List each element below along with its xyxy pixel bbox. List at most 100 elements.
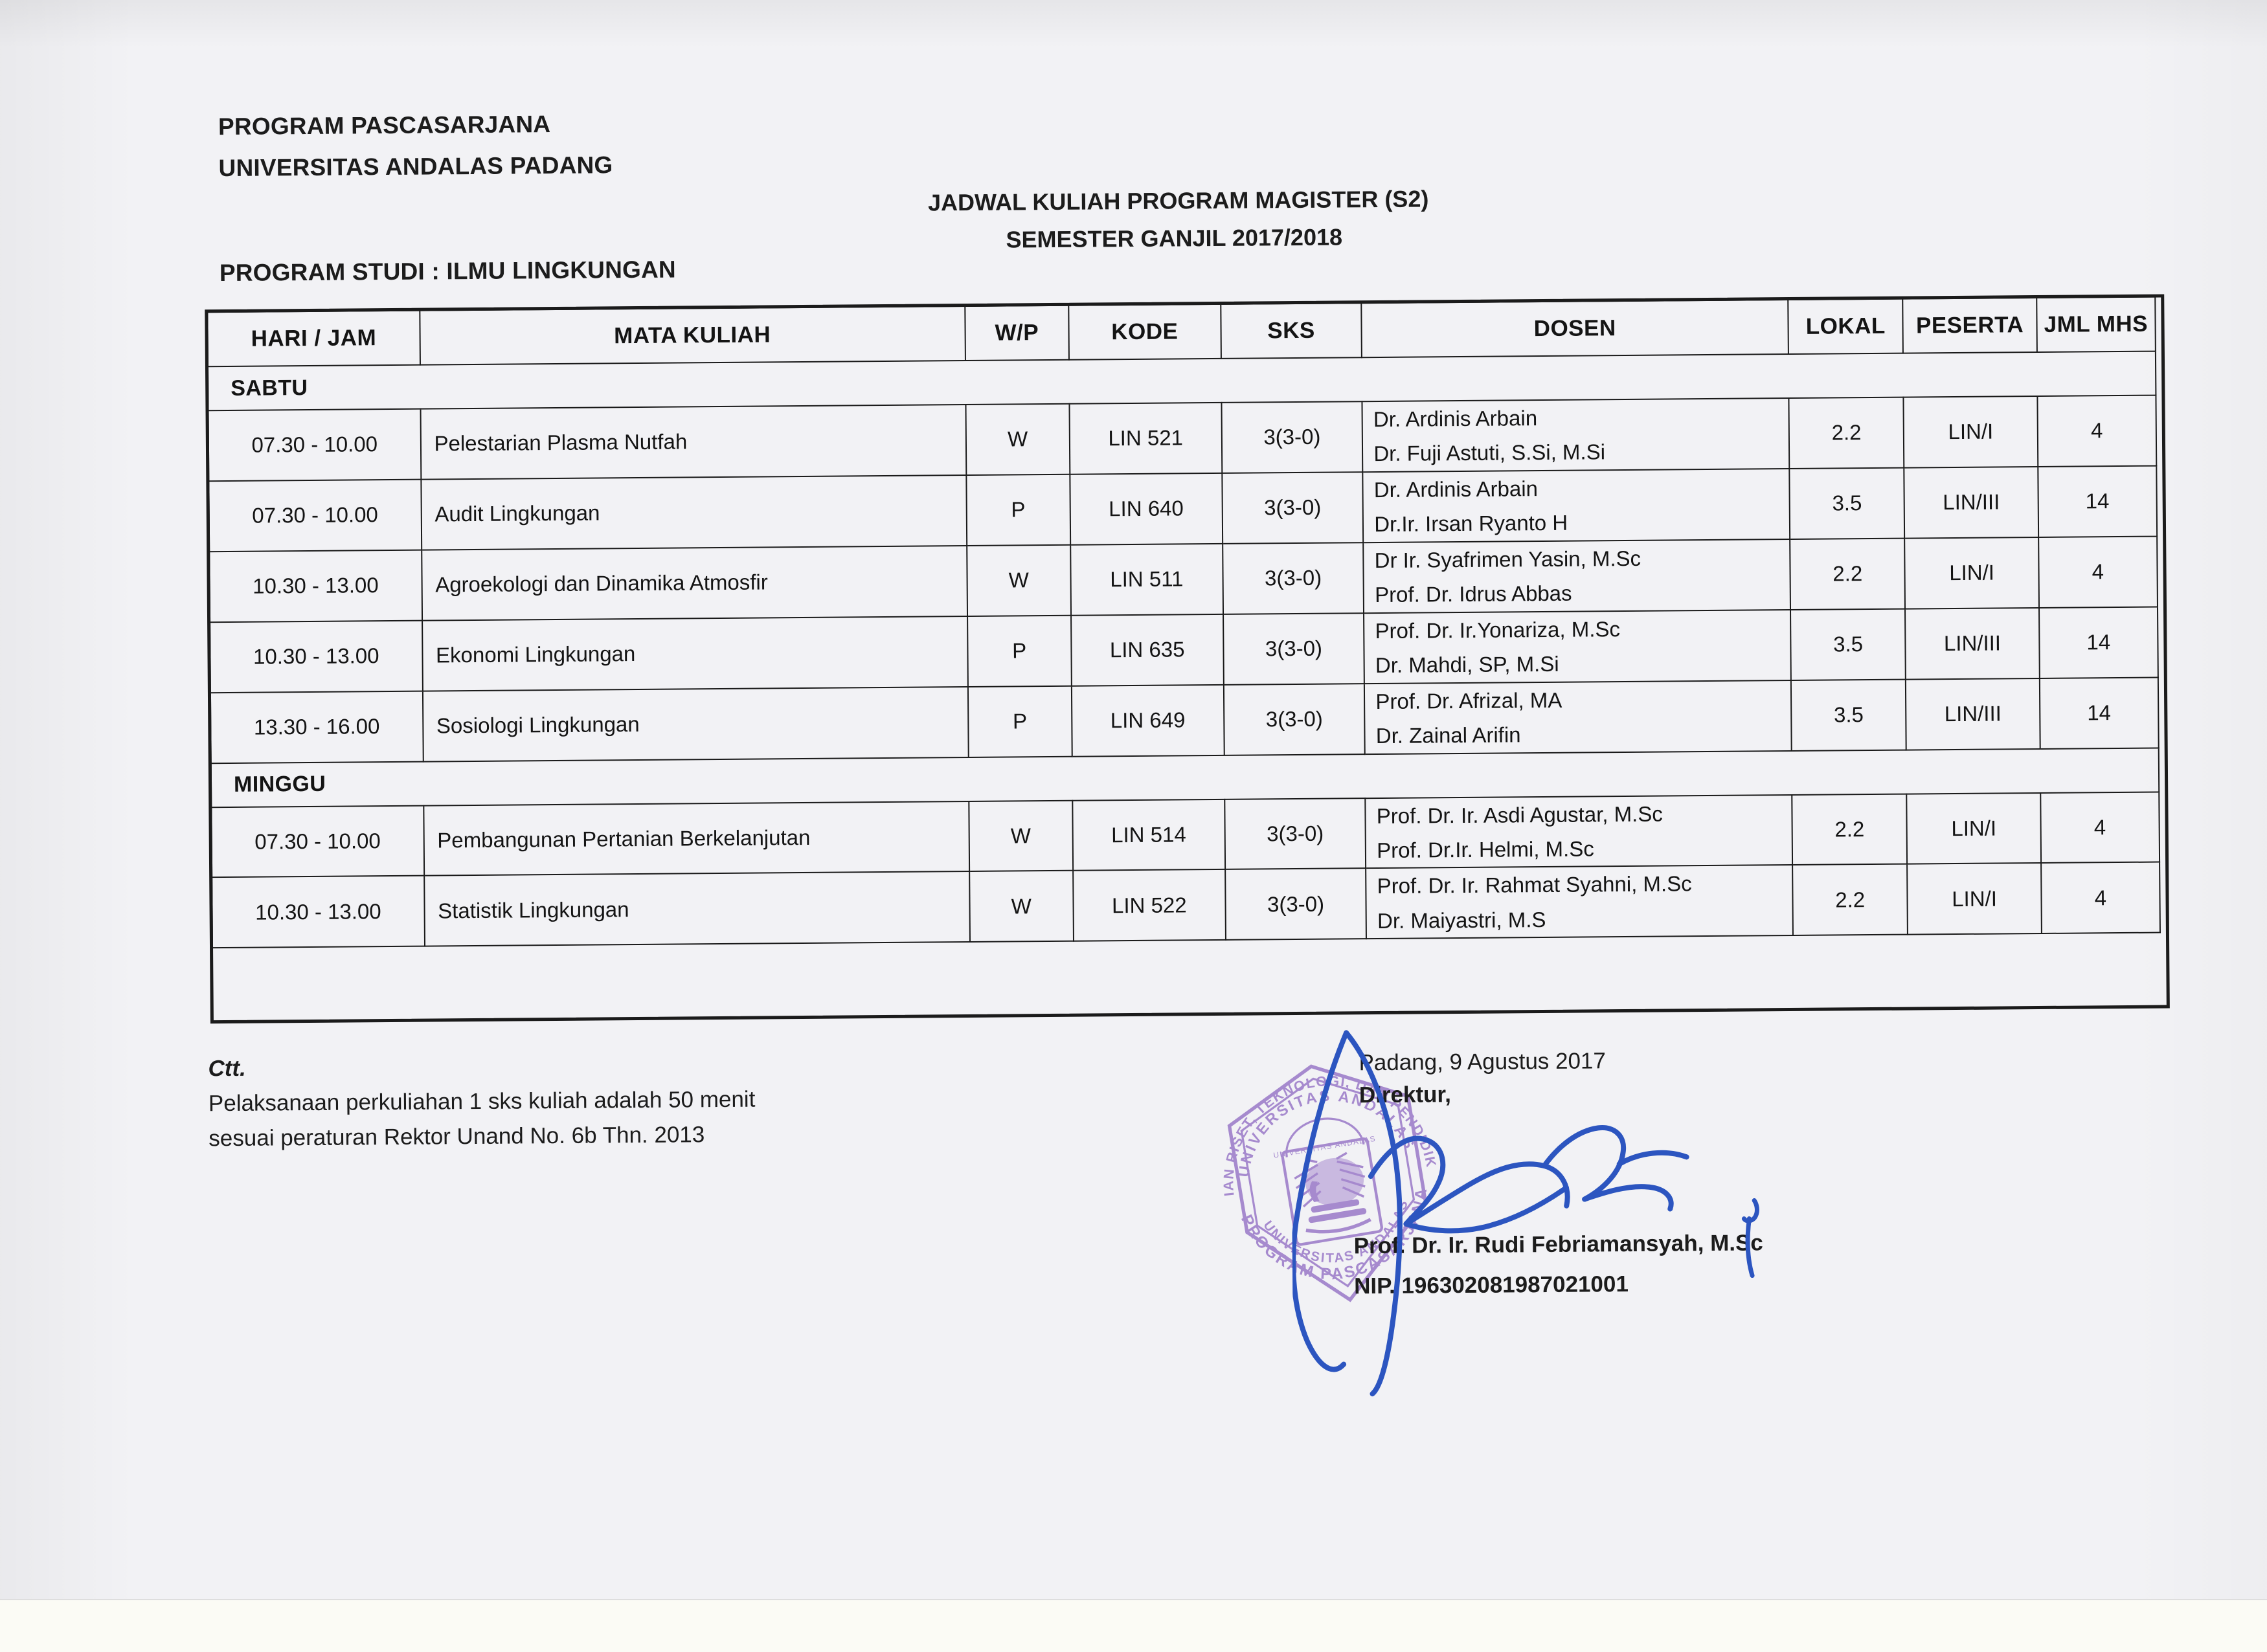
cell-lokal: 2.2 bbox=[1792, 794, 1908, 865]
cell-dosen: Prof. Dr. Ir.Yonariza, M.Sc Dr. Mahdi, SP… bbox=[1364, 609, 1791, 684]
cell-sks: 3(3-0) bbox=[1222, 542, 1364, 614]
cell-dosen: Prof. Dr. Afrizal, MA Dr. Zainal Arifin bbox=[1364, 680, 1792, 754]
cell-jam: 07.30 - 10.00 bbox=[211, 805, 424, 878]
cell-jam: 13.30 - 16.00 bbox=[210, 691, 423, 763]
document-title-line-2: SEMESTER GANJIL 2017/2018 bbox=[1006, 223, 1343, 253]
dosen-name: Prof. Dr. Ir. Asdi Agustar, M.Sc bbox=[1376, 801, 1663, 828]
cell-wp: W bbox=[969, 871, 1074, 943]
cell-jam: 07.30 - 10.00 bbox=[209, 479, 422, 552]
cell-peserta: LIN/I bbox=[1907, 863, 2042, 935]
study-program-label: PROGRAM STUDI : ILMU LINGKUNGAN bbox=[219, 256, 677, 287]
col-header-wp: W/P bbox=[964, 305, 1069, 361]
cell-sks: 3(3-0) bbox=[1223, 683, 1366, 755]
cell-jml-mhs: 14 bbox=[2037, 465, 2158, 537]
dosen-name: Prof. Dr. Idrus Abbas bbox=[1374, 581, 1572, 607]
cell-lokal: 2.2 bbox=[1788, 397, 1904, 469]
cell-mata-kuliah: Ekonomi Lingkungan bbox=[422, 616, 968, 691]
cell-sks: 3(3-0) bbox=[1223, 612, 1365, 685]
cell-sks: 3(3-0) bbox=[1221, 401, 1363, 473]
scanned-page: PROGRAM PASCASARJANA UNIVERSITAS ANDALAS… bbox=[0, 0, 2267, 1599]
col-header-dosen: DOSEN bbox=[1361, 300, 1788, 358]
table-row: 10.30 - 13.00 Statistik Lingkungan W LIN 52… bbox=[212, 862, 2160, 948]
cell-jml-mhs: 14 bbox=[2038, 607, 2158, 678]
dosen-name: Dr. Mahdi, SP, M.Si bbox=[1375, 652, 1559, 678]
dosen-name: Dr. Ardinis Arbain bbox=[1373, 406, 1538, 432]
col-header-kode: KODE bbox=[1068, 304, 1221, 360]
cell-kode: LIN 511 bbox=[1070, 543, 1223, 616]
cell-wp: P bbox=[967, 686, 1072, 757]
cell-kode: LIN 514 bbox=[1072, 799, 1225, 871]
cell-jam: 10.30 - 13.00 bbox=[210, 620, 423, 693]
col-header-mata-kuliah: MATA KULIAH bbox=[419, 306, 965, 365]
cell-dosen: Prof. Dr. Ir. Asdi Agustar, M.Sc Prof. Dr… bbox=[1365, 794, 1793, 869]
cell-dosen: Dr Ir. Syafrimen Yasin, M.Sc Prof. Dr. Id… bbox=[1363, 539, 1790, 613]
handwritten-signature bbox=[1291, 1030, 1759, 1397]
cell-peserta: LIN/I bbox=[1903, 396, 2038, 468]
cell-dosen: Dr. Ardinis Arbain Dr.Ir. Irsan Ryanto H bbox=[1362, 468, 1790, 543]
cell-dosen: Dr. Ardinis Arbain Dr. Fuji Astuti, S.Si,… bbox=[1362, 398, 1790, 473]
cell-kode: LIN 640 bbox=[1070, 473, 1223, 545]
cell-kode: LIN 649 bbox=[1071, 684, 1224, 757]
cell-wp: W bbox=[968, 800, 1073, 872]
cell-mata-kuliah: Pembangunan Pertanian Berkelanjutan bbox=[423, 801, 969, 876]
cell-mata-kuliah: Pelestarian Plasma Nutfah bbox=[420, 405, 966, 480]
cell-lokal: 2.2 bbox=[1790, 538, 1906, 610]
cell-wp: W bbox=[966, 544, 1071, 616]
note-line-1: Pelaksanaan perkuliahan 1 sks kuliah ada… bbox=[208, 1086, 756, 1117]
cell-jam: 10.30 - 13.00 bbox=[209, 550, 422, 622]
cell-kode: LIN 635 bbox=[1070, 614, 1224, 686]
cell-mata-kuliah: Statistik Lingkungan bbox=[423, 871, 970, 946]
table-body: SABTU 07.30 - 10.00 Pelestarian Plasma Nut… bbox=[207, 351, 2160, 948]
dosen-name: Dr. Fuji Astuti, S.Si, M.Si bbox=[1373, 440, 1606, 466]
cell-lokal: 3.5 bbox=[1789, 467, 1905, 539]
cell-jml-mhs: 14 bbox=[2039, 677, 2159, 749]
col-header-lokal: LOKAL bbox=[1788, 298, 1904, 355]
dosen-name: Dr. Zainal Arifin bbox=[1375, 722, 1521, 748]
cell-sks: 3(3-0) bbox=[1224, 798, 1366, 870]
schedule-table: HARI / JAM MATA KULIAH W/P KODE SKS DOSE… bbox=[207, 296, 2161, 949]
cell-jam: 10.30 - 13.00 bbox=[212, 876, 425, 948]
dosen-name: Dr Ir. Syafrimen Yasin, M.Sc bbox=[1374, 546, 1641, 572]
cell-lokal: 2.2 bbox=[1792, 864, 1908, 936]
cell-jml-mhs: 4 bbox=[2037, 395, 2157, 467]
cell-kode: LIN 522 bbox=[1072, 869, 1226, 942]
note-line-2: sesuai peraturan Rektor Unand No. 6b Thn… bbox=[209, 1122, 705, 1152]
note-block: Ctt. Pelaksanaan perkuliahan 1 sks kulia… bbox=[208, 1049, 1050, 1161]
dosen-name: Prof. Dr. Ir. Rahmat Syahni, M.Sc bbox=[1377, 871, 1692, 899]
dosen-name: Dr.Ir. Irsan Ryanto H bbox=[1374, 511, 1568, 537]
org-line-1: PROGRAM PASCASARJANA bbox=[218, 111, 551, 140]
col-header-sks: SKS bbox=[1220, 303, 1362, 359]
cell-peserta: LIN/III bbox=[1905, 607, 2040, 680]
cell-peserta: LIN/III bbox=[1904, 466, 2038, 539]
cell-peserta: LIN/I bbox=[1904, 537, 2039, 609]
col-header-peserta: PESERTA bbox=[1902, 298, 2037, 353]
document-title-line-1: JADWAL KULIAH PROGRAM MAGISTER (S2) bbox=[927, 185, 1429, 216]
cell-lokal: 3.5 bbox=[1790, 608, 1906, 680]
col-header-jml-mhs: JML MHS bbox=[2036, 296, 2156, 353]
cell-wp: P bbox=[965, 474, 1071, 546]
cell-mata-kuliah: Agroekologi dan Dinamika Atmosfir bbox=[421, 545, 967, 621]
cell-mata-kuliah: Audit Lingkungan bbox=[420, 474, 967, 550]
cell-peserta: LIN/III bbox=[1906, 678, 2040, 750]
cell-sks: 3(3-0) bbox=[1221, 472, 1364, 544]
cell-wp: W bbox=[965, 403, 1070, 475]
cell-jml-mhs: 4 bbox=[2038, 536, 2158, 608]
cell-kode: LIN 521 bbox=[1069, 402, 1222, 474]
cell-mata-kuliah: Sosiologi Lingkungan bbox=[422, 686, 969, 762]
dosen-name: Dr. Ardinis Arbain bbox=[1373, 476, 1539, 502]
cell-dosen: Prof. Dr. Ir. Rahmat Syahni, M.Sc Dr. Mai… bbox=[1366, 865, 1793, 939]
cell-jml-mhs: 4 bbox=[2040, 862, 2160, 934]
dosen-name: Dr. Maiyastri, M.S bbox=[1377, 907, 1546, 933]
cell-lokal: 3.5 bbox=[1790, 679, 1907, 751]
dosen-name: Prof. Dr. Ir.Yonariza, M.Sc bbox=[1375, 616, 1621, 643]
dosen-name: Prof. Dr.Ir. Helmi, M.Sc bbox=[1377, 836, 1594, 863]
cell-sks: 3(3-0) bbox=[1224, 868, 1367, 941]
cell-jam: 07.30 - 10.00 bbox=[208, 408, 421, 482]
cell-jml-mhs: 4 bbox=[2040, 792, 2160, 864]
dosen-name: Prof. Dr. Afrizal, MA bbox=[1375, 687, 1562, 713]
org-line-2: UNIVERSITAS ANDALAS PADANG bbox=[218, 151, 613, 182]
scanner-background bbox=[0, 1599, 2267, 1652]
col-header-hari-jam: HARI / JAM bbox=[207, 310, 420, 367]
cell-wp: P bbox=[967, 615, 1072, 687]
cell-peserta: LIN/I bbox=[1906, 792, 2041, 865]
